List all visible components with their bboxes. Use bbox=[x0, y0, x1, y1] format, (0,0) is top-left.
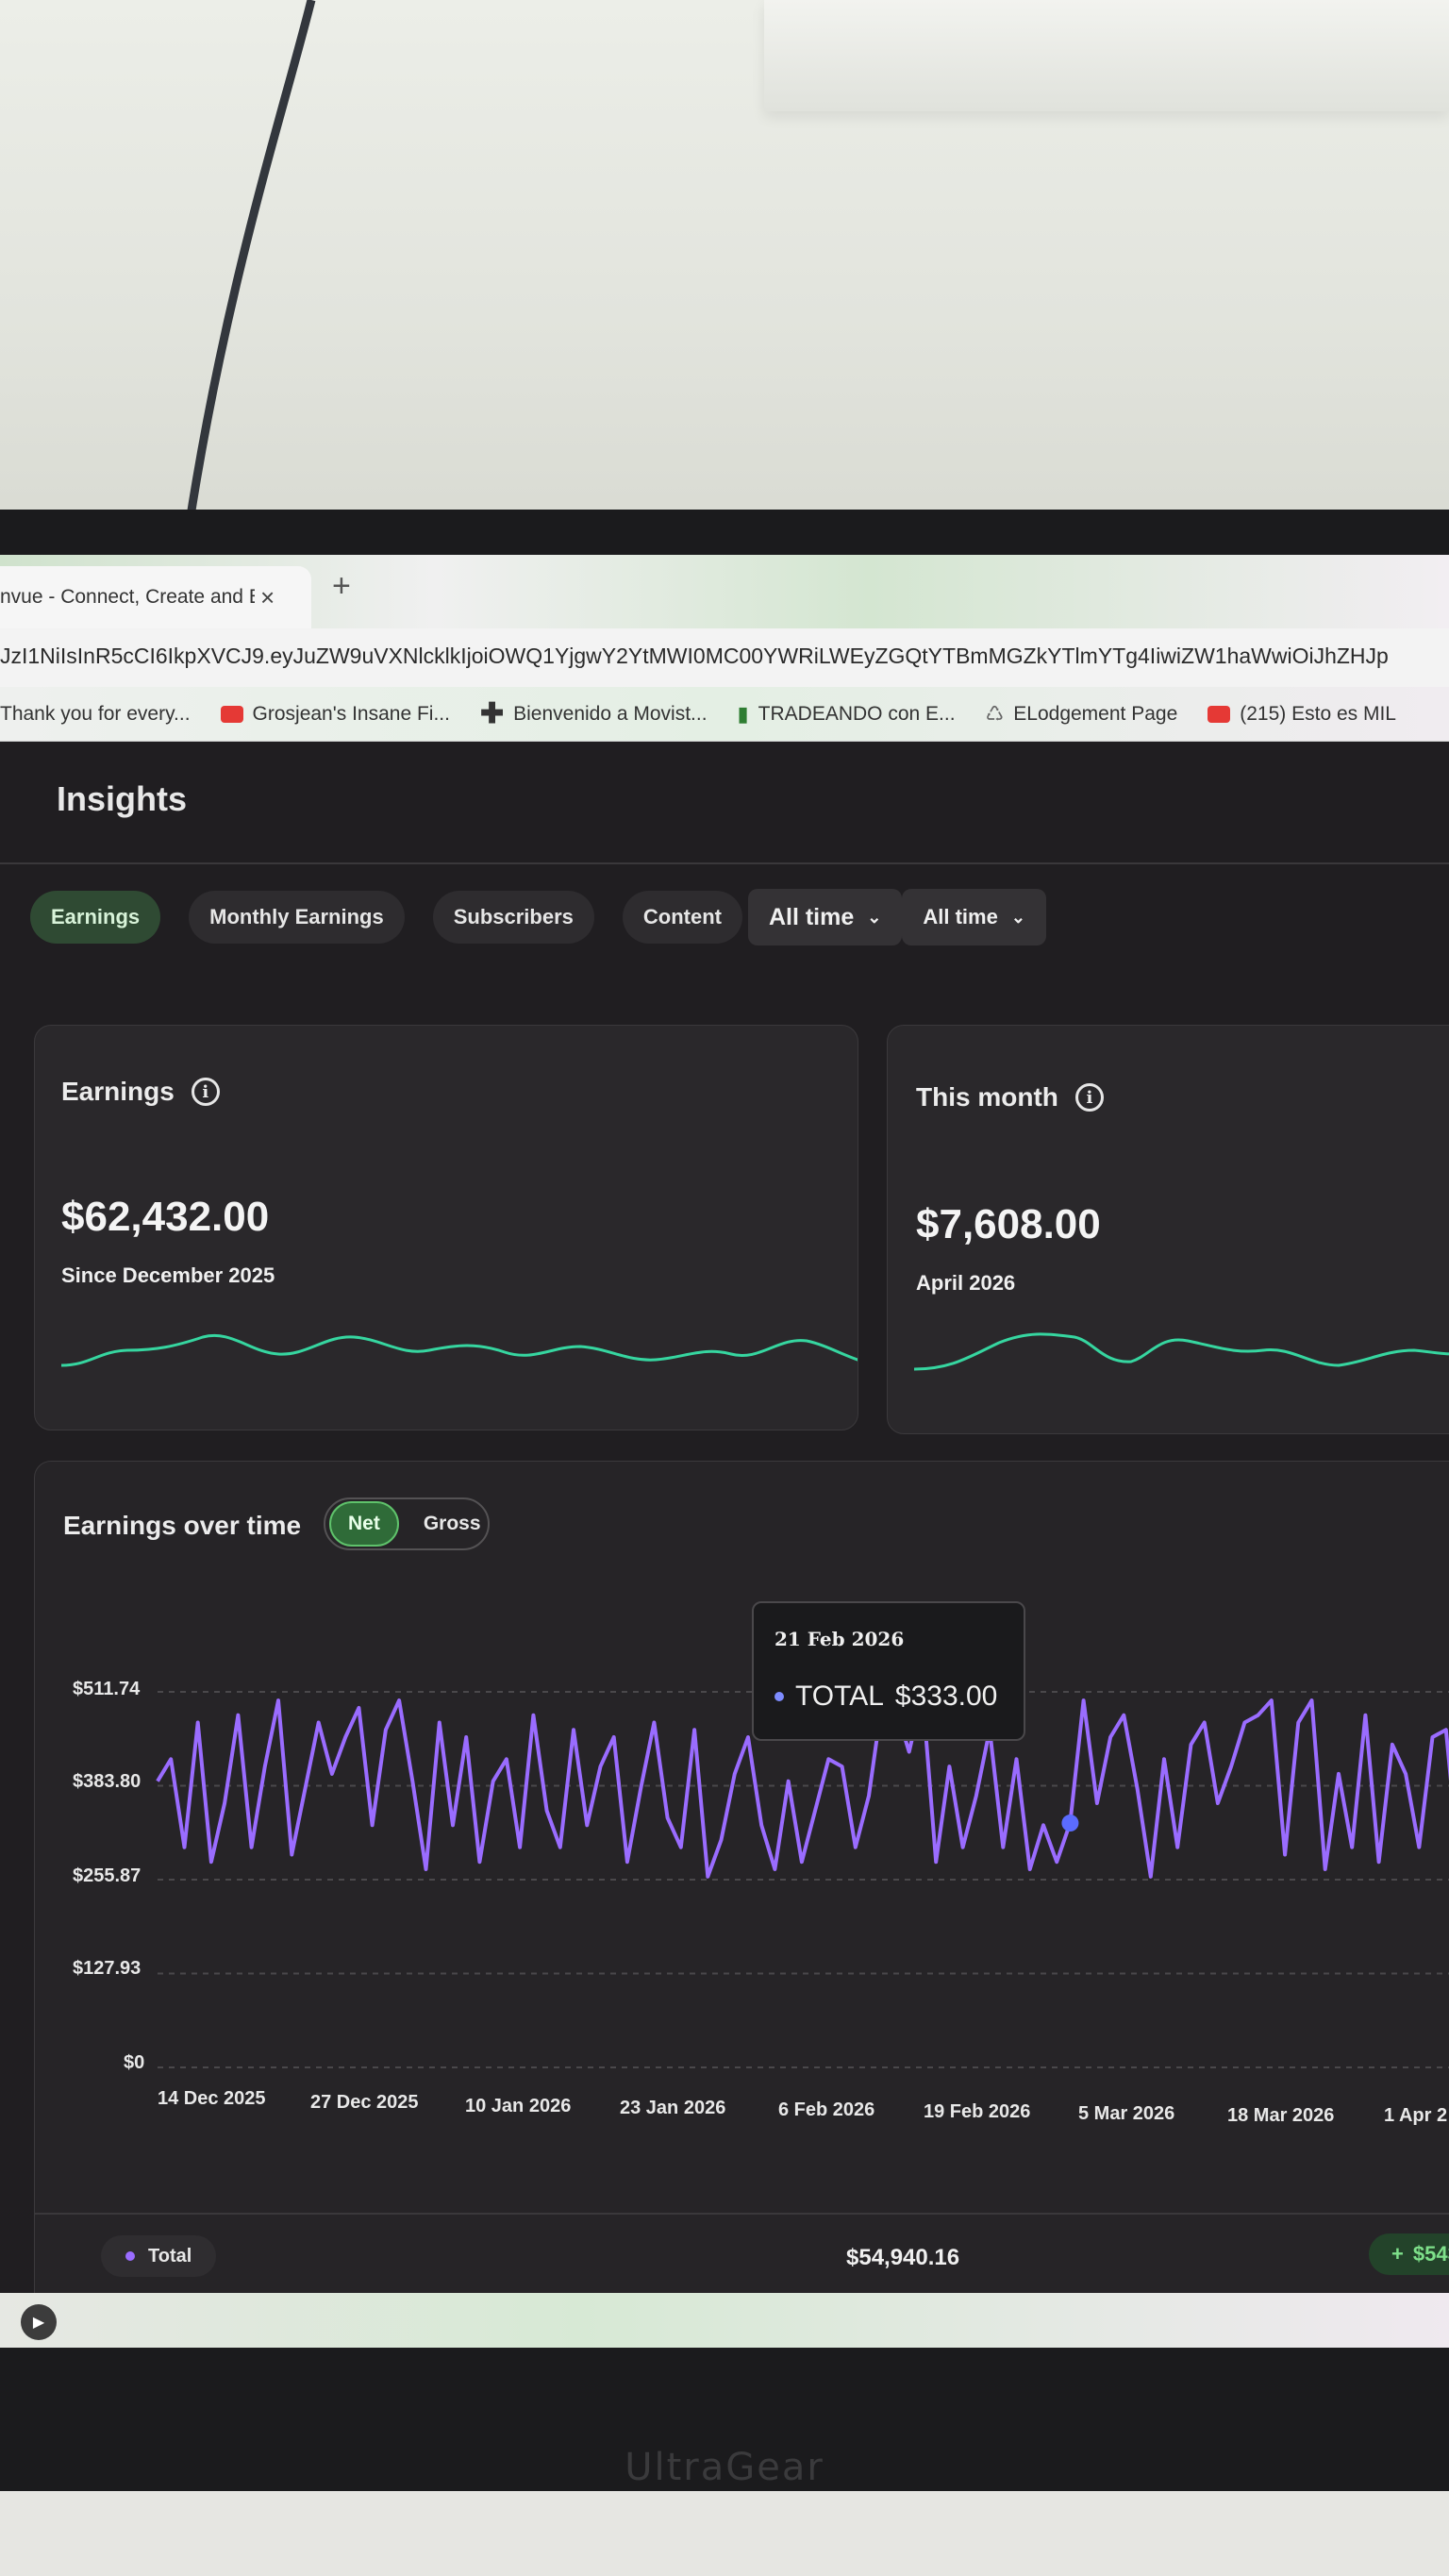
series-line-total bbox=[156, 1691, 1449, 1879]
bookmark-label: Thank you for every... bbox=[0, 702, 191, 725]
x-tick-label: 23 Jan 2026 bbox=[620, 2098, 726, 2118]
this-month-subtitle: April 2026 bbox=[916, 1271, 1016, 1295]
browser-tab[interactable]: nvue - Connect, Create and E × bbox=[0, 566, 311, 628]
plus-icon: + bbox=[1391, 2242, 1404, 2266]
range-dropdown-label: All time bbox=[923, 905, 998, 928]
tab-earnings[interactable]: Earnings bbox=[30, 891, 161, 944]
this-month-card-title: This month i bbox=[916, 1082, 1104, 1112]
bookmark-item[interactable]: ▮ TRADEANDO con E... bbox=[738, 702, 956, 727]
delta-badge: + $543.1 bbox=[1369, 2233, 1449, 2275]
youtube-icon bbox=[1208, 705, 1231, 723]
x-tick-label: 5 Mar 2026 bbox=[1078, 2103, 1175, 2124]
earnings-card-title: Earnings i bbox=[61, 1077, 220, 1107]
screen: nvue - Connect, Create and E × + JzI1NiI… bbox=[0, 555, 1449, 2348]
earnings-subtitle: Since December 2025 bbox=[61, 1263, 275, 1287]
this-month-card: This month i $7,608.00 April 2026 bbox=[887, 1025, 1449, 1434]
bookmark-item[interactable]: ♺ ELodgement Page bbox=[986, 702, 1178, 727]
bookmark-label: Grosjean's Insane Fi... bbox=[252, 702, 450, 725]
header-divider bbox=[0, 862, 1449, 864]
this-month-value: $7,608.00 bbox=[916, 1201, 1101, 1247]
bookmark-label: Bienvenido a Movist... bbox=[513, 702, 708, 725]
y-tick-label: $383.80 bbox=[73, 1771, 142, 1792]
monitor-logo: UltraGear bbox=[625, 2446, 824, 2489]
plus-icon: ✚ bbox=[479, 698, 505, 729]
chart-title: Earnings over time bbox=[63, 1511, 302, 1540]
chevron-down-icon: ⌄ bbox=[1010, 907, 1025, 927]
legend-total[interactable]: Total bbox=[101, 2235, 217, 2277]
earnings-card: Earnings i $62,432.00 Since December 202… bbox=[34, 1025, 858, 1430]
x-tick-label: 14 Dec 2025 bbox=[158, 2088, 266, 2109]
delta-value: $543.1 bbox=[1412, 2242, 1449, 2266]
range-dropdown-secondary[interactable]: All time ⌄ bbox=[902, 889, 1046, 945]
this-month-title-text: This month bbox=[916, 1082, 1058, 1112]
series-dot bbox=[774, 1692, 784, 1701]
y-tick-label: $511.74 bbox=[73, 1679, 141, 1699]
earnings-line-chart[interactable] bbox=[35, 1462, 1449, 2141]
chevron-down-icon: ⌄ bbox=[867, 907, 882, 927]
y-tick-label: $0 bbox=[124, 2052, 145, 2073]
bookmark-item[interactable]: (215) Esto es MIL bbox=[1208, 703, 1396, 726]
earnings-over-time-card: Earnings over time Net Gross $511.74 $38… bbox=[34, 1461, 1449, 2312]
tooltip-value: $333.00 bbox=[894, 1681, 998, 1712]
tab-subscribers[interactable]: Subscribers bbox=[432, 891, 594, 944]
this-month-sparkline bbox=[914, 1332, 1449, 1371]
net-gross-toggle: Net Gross bbox=[324, 1497, 490, 1550]
x-tick-label: 1 Apr 2 bbox=[1384, 2105, 1448, 2126]
earnings-sparkline bbox=[61, 1334, 858, 1367]
tooltip-date: 21 Feb 2026 bbox=[774, 1628, 905, 1650]
y-tick-label: $255.87 bbox=[73, 1865, 142, 1886]
close-tab-icon[interactable]: × bbox=[260, 582, 275, 611]
floor bbox=[0, 2491, 1449, 2576]
x-tick-label: 10 Jan 2026 bbox=[465, 2096, 572, 2116]
bookmark-label: (215) Esto es MIL bbox=[1240, 702, 1396, 725]
x-tick-label: 27 Dec 2025 bbox=[310, 2092, 419, 2113]
x-tick-label: 18 Mar 2026 bbox=[1227, 2105, 1335, 2126]
insights-app: Insights Earnings Monthly Earnings Subsc… bbox=[0, 742, 1449, 2312]
chart-tooltip: 21 Feb 2026 TOTAL $333.00 bbox=[752, 1601, 1025, 1741]
net-toggle-button[interactable]: Net bbox=[329, 1501, 399, 1547]
tooltip-row: TOTAL $333.00 bbox=[774, 1681, 997, 1713]
tab-content[interactable]: Content bbox=[622, 891, 742, 944]
x-tick-label: 19 Feb 2026 bbox=[924, 2101, 1031, 2122]
footer-divider bbox=[35, 2213, 1449, 2215]
info-icon[interactable]: i bbox=[191, 1078, 220, 1106]
x-tick-label: 6 Feb 2026 bbox=[778, 2099, 875, 2120]
url-text[interactable]: JzI1NiIsInR5cCI6IkpXVCJ9.eyJuZW9uVXNlckl… bbox=[0, 644, 1389, 668]
gross-toggle-button[interactable]: Gross bbox=[423, 1513, 481, 1534]
cable bbox=[184, 0, 316, 528]
shelf bbox=[764, 0, 1449, 111]
range-dropdown-label: All time bbox=[768, 903, 855, 930]
total-value: $54,940.16 bbox=[846, 2245, 960, 2270]
play-icon[interactable]: ▶ bbox=[21, 2304, 57, 2340]
tab-monthly-earnings[interactable]: Monthly Earnings bbox=[189, 891, 405, 944]
y-tick-label: $127.93 bbox=[73, 1958, 142, 1979]
earnings-value: $62,432.00 bbox=[61, 1194, 270, 1240]
tooltip-label: TOTAL bbox=[795, 1681, 884, 1712]
page-title: Insights bbox=[57, 779, 188, 818]
legend-dot bbox=[125, 2251, 135, 2261]
tab-bar: nvue - Connect, Create and E × + bbox=[0, 555, 1449, 628]
bookmark-item[interactable]: ✚ Bienvenido a Movist... bbox=[480, 697, 708, 730]
filter-bar: Earnings Monthly Earnings Subscribers Co… bbox=[30, 889, 1046, 945]
recycle-icon: ♺ bbox=[985, 701, 1005, 726]
legend-label: Total bbox=[148, 2245, 192, 2267]
tab-title: nvue - Connect, Create and E bbox=[0, 586, 255, 608]
chart-icon: ▮ bbox=[737, 701, 749, 726]
hovered-data-point[interactable] bbox=[1061, 1815, 1079, 1832]
bookmark-item[interactable]: Thank you for every... bbox=[0, 703, 191, 726]
new-tab-button[interactable]: + bbox=[332, 568, 351, 604]
bookmark-label: ELodgement Page bbox=[1013, 702, 1178, 725]
info-icon[interactable]: i bbox=[1074, 1083, 1104, 1112]
bottom-bar: ▶ bbox=[0, 2293, 1449, 2348]
bookmarks-bar: Thank you for every... Grosjean's Insane… bbox=[0, 687, 1449, 742]
range-dropdown-primary[interactable]: All time ⌄ bbox=[747, 889, 903, 945]
earnings-title-text: Earnings bbox=[61, 1077, 175, 1106]
address-bar[interactable]: JzI1NiIsInR5cCI6IkpXVCJ9.eyJuZW9uVXNlckl… bbox=[0, 628, 1449, 687]
bookmark-label: TRADEANDO con E... bbox=[758, 702, 956, 725]
bookmark-item[interactable]: Grosjean's Insane Fi... bbox=[220, 702, 450, 726]
youtube-icon bbox=[220, 705, 243, 723]
